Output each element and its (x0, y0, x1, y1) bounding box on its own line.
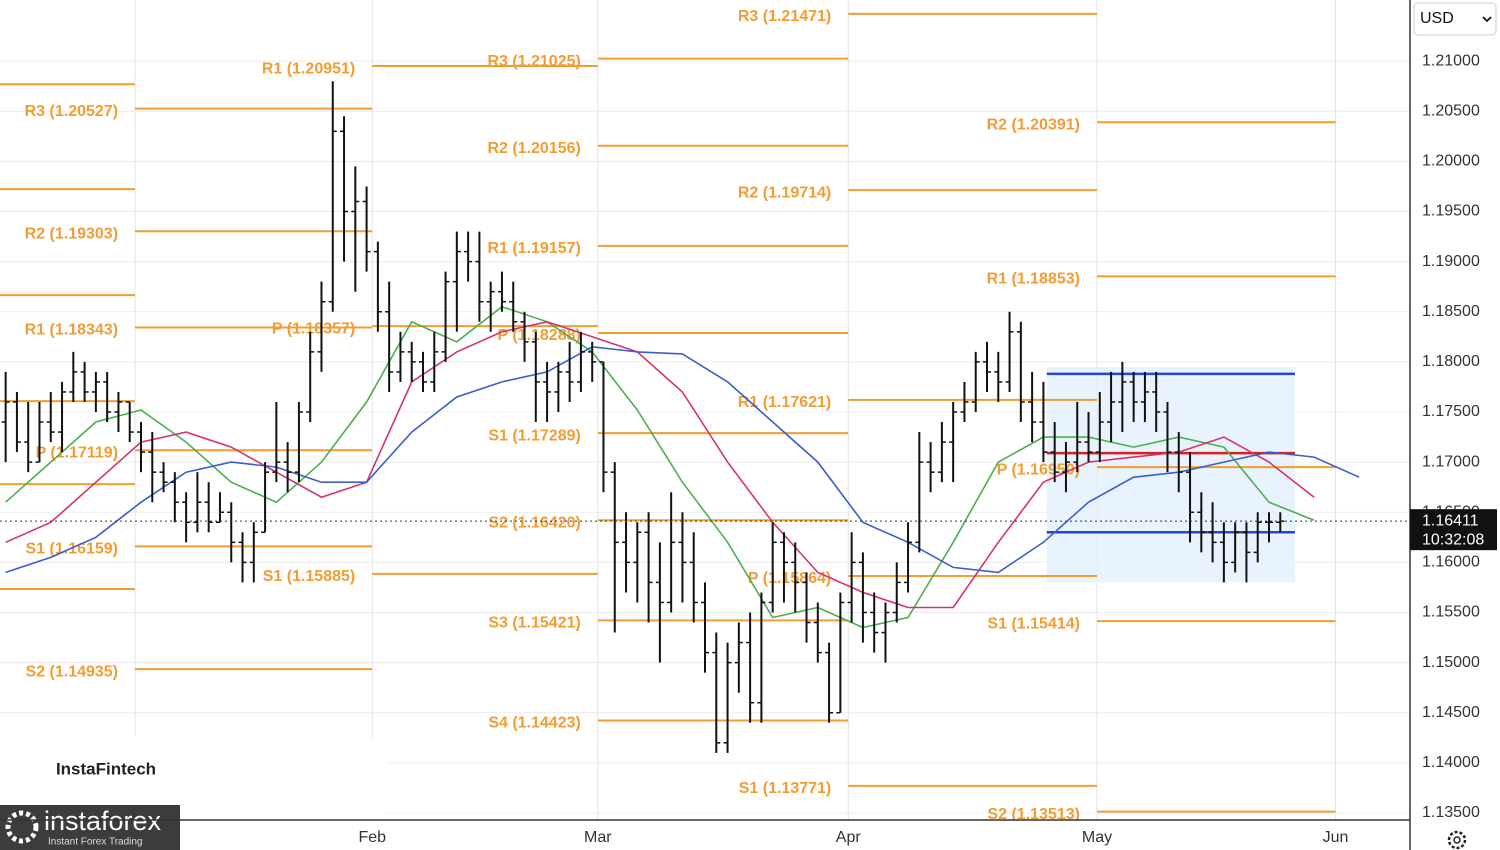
y-tick-label: 1.13500 (1422, 804, 1480, 821)
pivot-label: S2 (1.13513) (987, 806, 1080, 823)
countdown: 10:32:08 (1422, 531, 1484, 548)
pivot-label: S2 (1.16420) (488, 514, 581, 531)
pivot-label: P (1.17119) (36, 444, 118, 461)
pivot-label: S2 (1.14935) (26, 663, 119, 680)
pivot-label: S1 (1.13771) (739, 780, 832, 797)
x-tick-label: Jun (1323, 829, 1349, 846)
brand-box (0, 805, 180, 850)
gear-center (1453, 836, 1461, 844)
y-tick-label: 1.18000 (1422, 353, 1480, 370)
fintech-box (45, 735, 170, 805)
pivot-label: P (1.15864) (748, 570, 831, 587)
pivot-label: R1 (1.19157) (487, 240, 580, 257)
brand-logo: instaforex (44, 806, 162, 836)
y-tick-label: 1.17500 (1422, 403, 1480, 420)
pivot-label: R2 (1.20391) (987, 116, 1080, 133)
pivot-label: R2 (1.20156) (487, 140, 580, 157)
pivot-label: S1 (1.16159) (26, 541, 119, 558)
chevron (1482, 16, 1492, 23)
y-tick-label: 1.21000 (1422, 52, 1480, 69)
fintech-logo: InstaFintech (56, 759, 156, 778)
pivot-label: S1 (1.15414) (987, 615, 1080, 632)
pivot-label: S3 (1.15421) (488, 615, 581, 632)
pivot-label: P (1.16950) (997, 461, 1080, 478)
y-tick-label: 1.17000 (1422, 453, 1480, 470)
plot-area: R3 (1.20527) R2 (1.19303) R1 (1.18343) P (1… (0, 0, 1410, 823)
pivot-label: P (1.18357) (272, 320, 355, 337)
moving-average (5, 305, 1315, 629)
pivot-label: R1 (1.18853) (987, 271, 1080, 288)
moving-average (5, 345, 1360, 574)
x-tick-label: Feb (358, 829, 386, 846)
pivot-label: S1 (1.15885) (263, 568, 356, 585)
x-tick-label: Apr (836, 829, 862, 846)
pivot-label: R1 (1.18343) (25, 322, 118, 339)
settings-icon[interactable] (1447, 830, 1467, 850)
moving-average (5, 320, 1315, 609)
pivot-label: R3 (1.21025) (487, 53, 580, 70)
pivot-label: R1 (1.20951) (262, 60, 355, 77)
y-tick-label: 1.16000 (1422, 554, 1480, 571)
brand-icon (5, 810, 39, 844)
pivot-label: S4 (1.14423) (488, 715, 581, 732)
y-tick-label: 1.15000 (1422, 654, 1480, 671)
last-price-box (1410, 509, 1497, 551)
x-tick-label: May (1082, 829, 1112, 846)
brand-tagline: Instant Forex Trading (48, 837, 143, 848)
pivot-label: R1 (1.17621) (738, 394, 831, 411)
y-tick-label: 1.18500 (1422, 303, 1480, 320)
currency-text: USD (1420, 10, 1454, 27)
y-tick-label: 1.20000 (1422, 153, 1480, 170)
pivot-label: S1 (1.17289) (488, 427, 581, 444)
y-tick-label: 1.19000 (1422, 253, 1480, 270)
pivot-label: R2 (1.19303) (25, 225, 118, 242)
x-tick-label: Mar (584, 829, 612, 846)
y-tick-label: 1.19500 (1422, 203, 1480, 220)
gear (1447, 830, 1467, 850)
currency-select[interactable] (1413, 2, 1497, 36)
y-tick-label: 1.20500 (1422, 102, 1480, 119)
last-price: 1.16411 (1422, 512, 1479, 529)
pivot-label: R2 (1.19714) (738, 184, 831, 201)
y-tick-label: 1.14500 (1422, 704, 1480, 721)
pivot-label: P (1.18288) (498, 327, 581, 344)
y-tick-label: 1.14000 (1422, 754, 1480, 771)
y-tick-label: 1.15500 (1422, 604, 1480, 621)
profile-box (1046, 366, 1295, 583)
pivot-label: R3 (1.21471) (738, 8, 831, 25)
pivot-label: R3 (1.20527) (25, 103, 118, 120)
